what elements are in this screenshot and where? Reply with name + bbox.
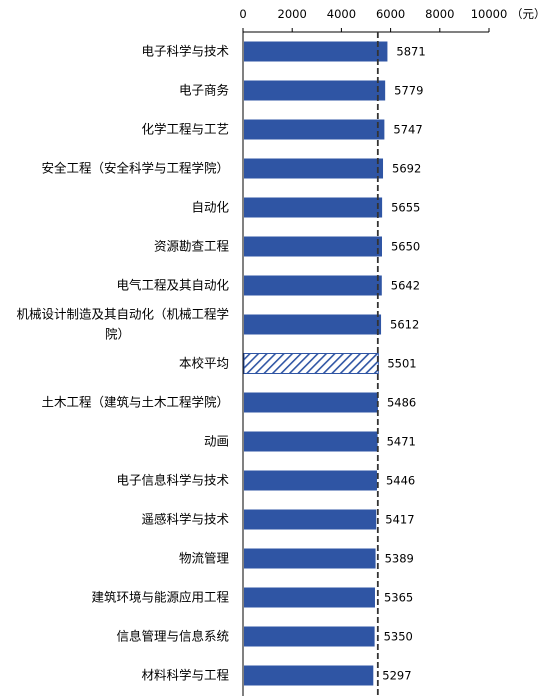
bar	[244, 314, 382, 335]
bar	[244, 158, 384, 179]
category-label: 物流管理	[179, 551, 230, 566]
bars	[243, 41, 388, 686]
value-label: 5350	[384, 630, 413, 644]
value-label: 5692	[392, 162, 421, 176]
value-label: 5612	[390, 318, 419, 332]
bar	[244, 236, 382, 257]
value-label: 5446	[386, 474, 415, 488]
category-label: 建筑环境与能源应用工程	[91, 590, 229, 605]
bar	[244, 470, 377, 491]
category-label: 机械设计制造及其自动化（机械工程学	[16, 307, 229, 322]
bar	[244, 80, 386, 101]
value-label: 5389	[385, 552, 414, 566]
x-tick-label: 4000	[327, 7, 356, 21]
category-label: 化学工程与工艺	[141, 122, 229, 137]
category-label: 动画	[204, 434, 229, 449]
x-tick-label: 10000	[471, 7, 508, 21]
category-label: 安全工程（安全科学与工程学院）	[41, 161, 229, 176]
labels: 电子科学与技术 5871 电子商务 5779 化学工程与工艺 5747 安全工程（安全科学与…	[16, 44, 425, 683]
x-tick-label: 8000	[425, 7, 454, 21]
value-label: 5365	[384, 591, 413, 605]
value-label: 5417	[385, 513, 414, 527]
value-label: 5471	[387, 435, 416, 449]
category-label: 材料科学与工程	[141, 668, 229, 683]
bar	[244, 197, 383, 218]
category-label: 资源勘查工程	[154, 239, 230, 254]
value-label: 5501	[387, 357, 416, 371]
bar	[244, 548, 376, 569]
x-tick-label: 0	[239, 7, 246, 21]
bar	[244, 587, 375, 608]
bar	[244, 119, 385, 140]
x-tick-label: 2000	[278, 7, 307, 21]
value-label: 5642	[391, 279, 420, 293]
value-label: 5486	[387, 396, 416, 410]
bar	[244, 665, 374, 686]
bar	[244, 626, 375, 647]
category-label: 信息管理与信息系统	[116, 629, 229, 644]
category-label: 电子科学与技术	[141, 44, 229, 59]
bar	[244, 431, 378, 452]
bar	[244, 392, 378, 413]
bar	[244, 41, 388, 62]
category-label: 院）	[105, 327, 130, 342]
bar	[244, 275, 382, 296]
category-label: 遥感科学与技术	[141, 512, 229, 527]
value-label: 5747	[393, 123, 422, 137]
value-label: 5779	[394, 84, 423, 98]
category-label: 电气工程及其自动化	[116, 278, 229, 293]
value-label: 5297	[382, 669, 411, 683]
bar-average	[243, 353, 379, 374]
x-tick-label: 6000	[376, 7, 405, 21]
category-label: 电子商务	[179, 83, 229, 98]
category-label: 本校平均	[179, 356, 229, 371]
value-label: 5871	[396, 45, 425, 59]
x-axis-unit-label: （元）	[511, 7, 546, 21]
x-axis-ticks: 0 2000 4000 6000 8000 10000	[239, 7, 507, 32]
bar	[244, 509, 377, 530]
value-label: 5655	[391, 201, 420, 215]
category-label: 土木工程（建筑与土木工程学院）	[41, 395, 229, 410]
category-label: 自动化	[191, 200, 229, 215]
category-label: 电子信息科学与技术	[116, 473, 229, 488]
value-label: 5650	[391, 240, 420, 254]
